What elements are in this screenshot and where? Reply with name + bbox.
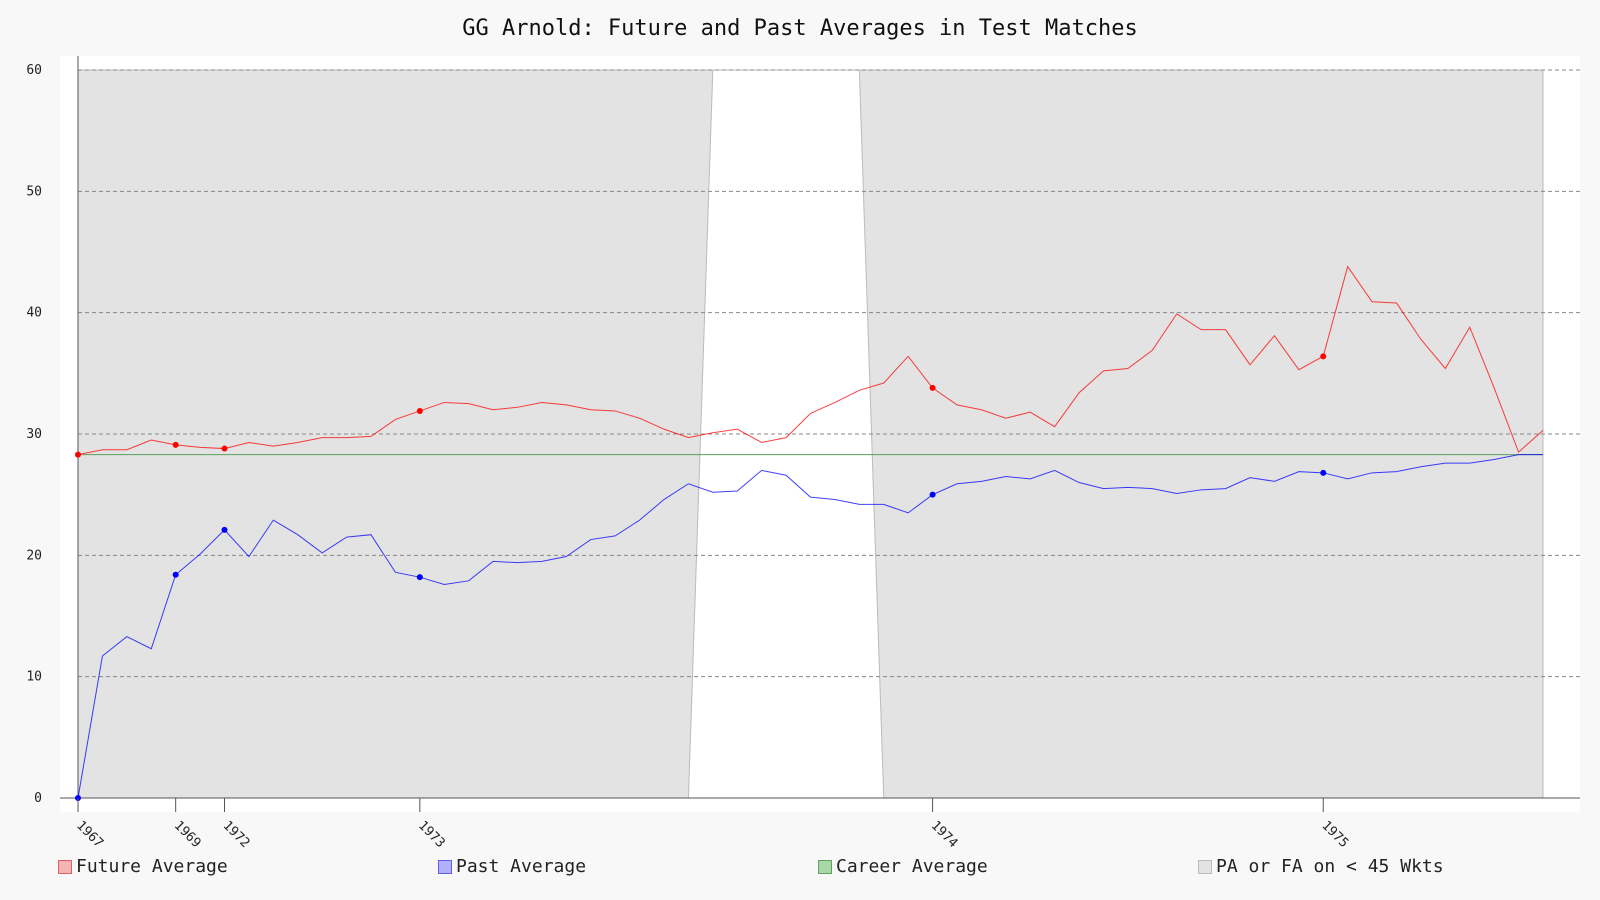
x-tick-label-1967: 1967 xyxy=(73,818,106,851)
legend-swatch-shaded xyxy=(1198,859,1212,874)
series-point-future-average-14 xyxy=(416,407,423,414)
legend-swatch-past xyxy=(438,859,452,874)
series-point-future-average-51 xyxy=(1320,353,1327,360)
x-tick-label-1975: 1975 xyxy=(1318,818,1351,851)
y-tick-label-40: 40 xyxy=(26,306,42,321)
legend-swatch-future xyxy=(58,859,72,874)
x-tick-label-1973: 1973 xyxy=(415,818,448,851)
legend-label-career: Career Average xyxy=(836,856,988,877)
legend-label-future: Future Average xyxy=(76,856,228,877)
legend-item-shaded-region: PA or FA on < 45 Wkts xyxy=(1198,856,1444,877)
y-tick-label-50: 50 xyxy=(26,184,42,199)
legend-item-future-average: Future Average xyxy=(58,856,228,877)
series-line-past-average xyxy=(77,454,1543,799)
x-tick-label-1972: 1972 xyxy=(220,818,253,851)
x-tick-label-1969: 1969 xyxy=(171,818,204,851)
y-tick-label-60: 60 xyxy=(26,63,42,78)
series-point-future-average-0 xyxy=(75,451,81,458)
series-point-future-average-6 xyxy=(221,445,228,452)
axis-layer xyxy=(60,56,1580,812)
y-tick-label-20: 20 xyxy=(26,548,42,563)
x-tick-label-1974: 1974 xyxy=(928,818,961,851)
y-tick-label-0: 0 xyxy=(34,791,42,806)
legend-item-career-average: Career Average xyxy=(818,856,988,877)
series-point-past-average-14 xyxy=(416,574,423,581)
legend-label-past: Past Average xyxy=(456,856,587,877)
legend-label-shaded: PA or FA on < 45 Wkts xyxy=(1216,856,1444,877)
legend-swatch-career xyxy=(818,859,832,874)
legend: Future Average Past Average Career Avera… xyxy=(58,856,1578,880)
series-point-past-average-35 xyxy=(929,491,936,498)
y-tick-label-10: 10 xyxy=(26,670,42,685)
grid-layer xyxy=(78,69,1580,678)
series-point-past-average-4 xyxy=(172,571,179,578)
series-layer xyxy=(75,265,1544,801)
series-line-future-average xyxy=(77,265,1544,456)
y-tick-label-30: 30 xyxy=(26,427,42,442)
chart-title: GG Arnold: Future and Past Averages in T… xyxy=(462,16,1138,41)
series-point-past-average-6 xyxy=(221,526,228,533)
series-point-future-average-4 xyxy=(172,441,179,448)
y-tick-labels: 0 10 20 30 40 50 60 xyxy=(26,63,42,806)
series-point-future-average-35 xyxy=(929,384,936,391)
series-point-past-average-51 xyxy=(1320,469,1327,476)
legend-item-past-average: Past Average xyxy=(438,856,586,877)
